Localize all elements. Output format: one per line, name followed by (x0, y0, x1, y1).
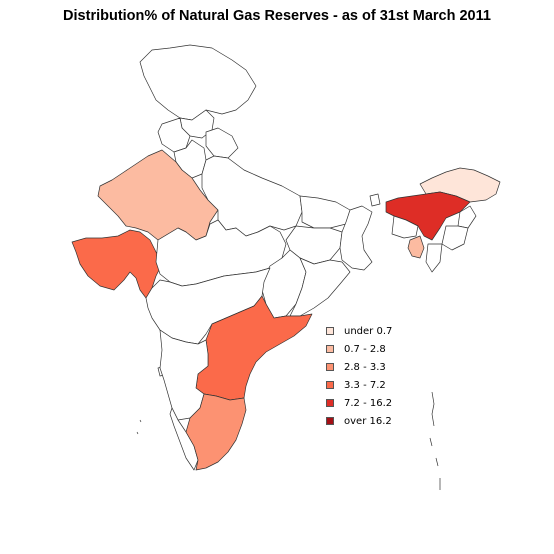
region-manipur (441, 225, 469, 251)
legend-swatch (326, 381, 334, 389)
legend-label: over 16.2 (344, 415, 392, 427)
legend-label: 2.8 - 3.3 (344, 361, 386, 373)
region-odisha (289, 257, 351, 317)
legend-entry: 3.3 - 7.2 (326, 376, 392, 394)
region-tripura (407, 235, 425, 259)
map-title: Distribution% of Natural Gas Reserves - … (63, 8, 491, 24)
region-tamil-nadu (185, 393, 247, 471)
legend-swatch (326, 345, 334, 353)
region-jammu-and-kashmir (139, 44, 257, 121)
legend-entry: under 0.7 (326, 322, 392, 340)
region-bihar (299, 195, 351, 229)
legend-entry: 7.2 - 16.2 (326, 394, 392, 412)
region-meghalaya (391, 215, 419, 239)
region-lakshadweep (136, 419, 142, 435)
region-nagaland (457, 205, 477, 229)
region-andaman-and-nicobar-islands (429, 391, 441, 490)
legend-label: 7.2 - 16.2 (344, 397, 393, 409)
map-legend: under 0.7 0.7 - 2.8 2.8 - 3.3 3.3 - 7.2 … (326, 322, 392, 430)
legend-entry: over 16.2 (326, 412, 392, 430)
legend-swatch (326, 363, 334, 371)
legend-label: under 0.7 (344, 325, 393, 337)
region-west-bengal (339, 205, 373, 271)
legend-swatch (326, 327, 334, 335)
region-mizoram (425, 243, 443, 273)
legend-label: 3.3 - 7.2 (344, 379, 386, 391)
region-kerala (169, 407, 199, 471)
region-sikkim (369, 193, 381, 207)
region-gujarat (71, 229, 163, 299)
region-uttarakhand (205, 127, 239, 159)
legend-entry: 2.8 - 3.3 (326, 358, 392, 376)
legend-swatch (326, 399, 334, 407)
legend-entry: 0.7 - 2.8 (326, 340, 392, 358)
legend-label: 0.7 - 2.8 (344, 343, 386, 355)
legend-swatch (326, 417, 334, 425)
